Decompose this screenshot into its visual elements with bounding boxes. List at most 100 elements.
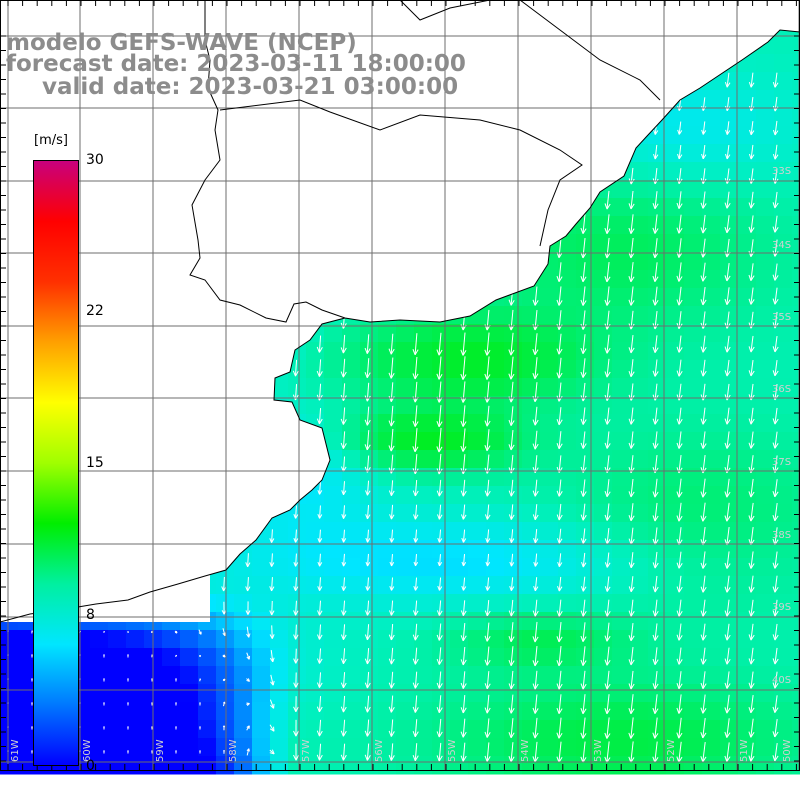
wind-arrow: [532, 717, 539, 739]
wind-arrow: [364, 719, 371, 737]
colorbar-tick-label: 0: [86, 758, 95, 774]
wind-arrow: [317, 481, 323, 495]
wind-arrow: [461, 554, 467, 567]
wind-arrow: [151, 678, 153, 682]
wind-arrow: [676, 599, 683, 617]
wind-arrow: [676, 623, 683, 641]
wind-arrow: [316, 672, 323, 688]
lon-label: 57W: [301, 739, 312, 762]
wind-arrow: [628, 552, 635, 569]
wind-arrow: [580, 262, 587, 283]
border-segment: [399, 0, 491, 21]
wind-arrow: [772, 263, 779, 281]
wind-arrow: [652, 478, 659, 498]
wind-arrow: [31, 702, 33, 706]
wind-arrow: [269, 553, 275, 567]
wind-arrow: [580, 694, 587, 715]
wind-arrow: [724, 191, 731, 209]
wind-arrow: [103, 726, 105, 730]
wind-arrow: [127, 750, 129, 754]
wind-arrow: [103, 630, 105, 633]
wind-arrow: [772, 718, 779, 738]
wind-arrow: [772, 455, 779, 473]
wind-arrow: [388, 480, 395, 496]
wind-arrow: [340, 407, 347, 425]
wind-arrow: [460, 332, 467, 356]
lon-label: 56W: [374, 739, 385, 762]
wind-arrow: [772, 96, 779, 112]
wind-arrow: [484, 671, 491, 690]
wind-arrow: [340, 334, 347, 354]
lon-label: 60W: [82, 739, 93, 762]
lat-label: 33S: [772, 166, 791, 177]
wind-arrow: [222, 701, 226, 707]
wind-arrow: [388, 743, 395, 761]
wind-arrow: [508, 646, 515, 667]
wind-arrow: [508, 742, 515, 763]
wind-arrow: [748, 359, 755, 377]
wind-arrow: [652, 717, 659, 739]
wind-arrow: [581, 552, 587, 568]
wind-arrow: [700, 335, 707, 353]
wind-arrow: [604, 576, 611, 592]
wind-arrow: [436, 718, 443, 738]
wind-arrow: [652, 286, 659, 306]
wind-arrow: [151, 654, 154, 658]
wind-arrow: [317, 648, 323, 664]
wind-arrow: [484, 479, 491, 497]
wind-arrow: [269, 577, 275, 592]
lat-label: 34S: [772, 240, 791, 251]
wind-arrow: [293, 529, 299, 543]
wind-arrow: [436, 479, 443, 497]
wind-arrow: [127, 678, 129, 682]
wind-arrow: [628, 576, 635, 593]
wind-arrow: [532, 694, 539, 714]
wind-arrow: [748, 742, 755, 762]
wind-arrow: [365, 505, 371, 520]
wind-arrow: [772, 287, 779, 305]
wind-arrow: [749, 121, 755, 136]
wind-arrow: [389, 504, 395, 520]
wind-arrow: [508, 694, 515, 714]
wind-arrow: [652, 623, 659, 641]
wind-arrow: [364, 648, 371, 665]
wind-arrow: [700, 502, 707, 522]
wind-arrow: [316, 335, 323, 353]
wind-arrow: [556, 503, 563, 521]
wind-arrow: [772, 599, 779, 617]
wind-arrow: [175, 702, 177, 706]
wind-arrow: [748, 263, 755, 281]
wind-arrow: [246, 652, 251, 660]
wind-arrow: [580, 407, 587, 425]
wind-arrow: [388, 357, 395, 379]
wind-arrow: [508, 718, 515, 739]
wind-arrow: [700, 742, 707, 763]
wind-arrow: [676, 502, 683, 522]
wind-arrows: [7, 72, 779, 763]
wind-arrow: [700, 262, 707, 282]
wind-arrow: [365, 577, 371, 591]
wind-arrow: [460, 356, 467, 380]
coastline-segment: [189, 0, 800, 323]
wind-arrow: [748, 695, 755, 714]
wind-arrow: [269, 749, 275, 755]
wind-arrow: [772, 647, 779, 665]
wind-arrow: [245, 601, 251, 615]
wind-arrow: [484, 694, 491, 714]
wind-arrow: [772, 551, 779, 569]
wind-arrow: [413, 577, 419, 591]
wind-arrow: [364, 743, 371, 761]
wind-arrow: [246, 725, 250, 731]
lon-label: 50W: [782, 739, 793, 762]
wind-arrow: [628, 359, 635, 378]
wind-arrow: [364, 624, 371, 641]
wind-arrow: [460, 742, 467, 762]
wind-arrow: [653, 121, 659, 135]
wind-arrow: [269, 650, 275, 663]
wind-arrow: [628, 717, 635, 739]
wind-arrow: [341, 553, 347, 567]
wind-arrow: [772, 671, 779, 689]
wind-arrow: [724, 262, 731, 282]
wind-arrow: [269, 625, 275, 639]
wind-arrow: [364, 406, 371, 426]
